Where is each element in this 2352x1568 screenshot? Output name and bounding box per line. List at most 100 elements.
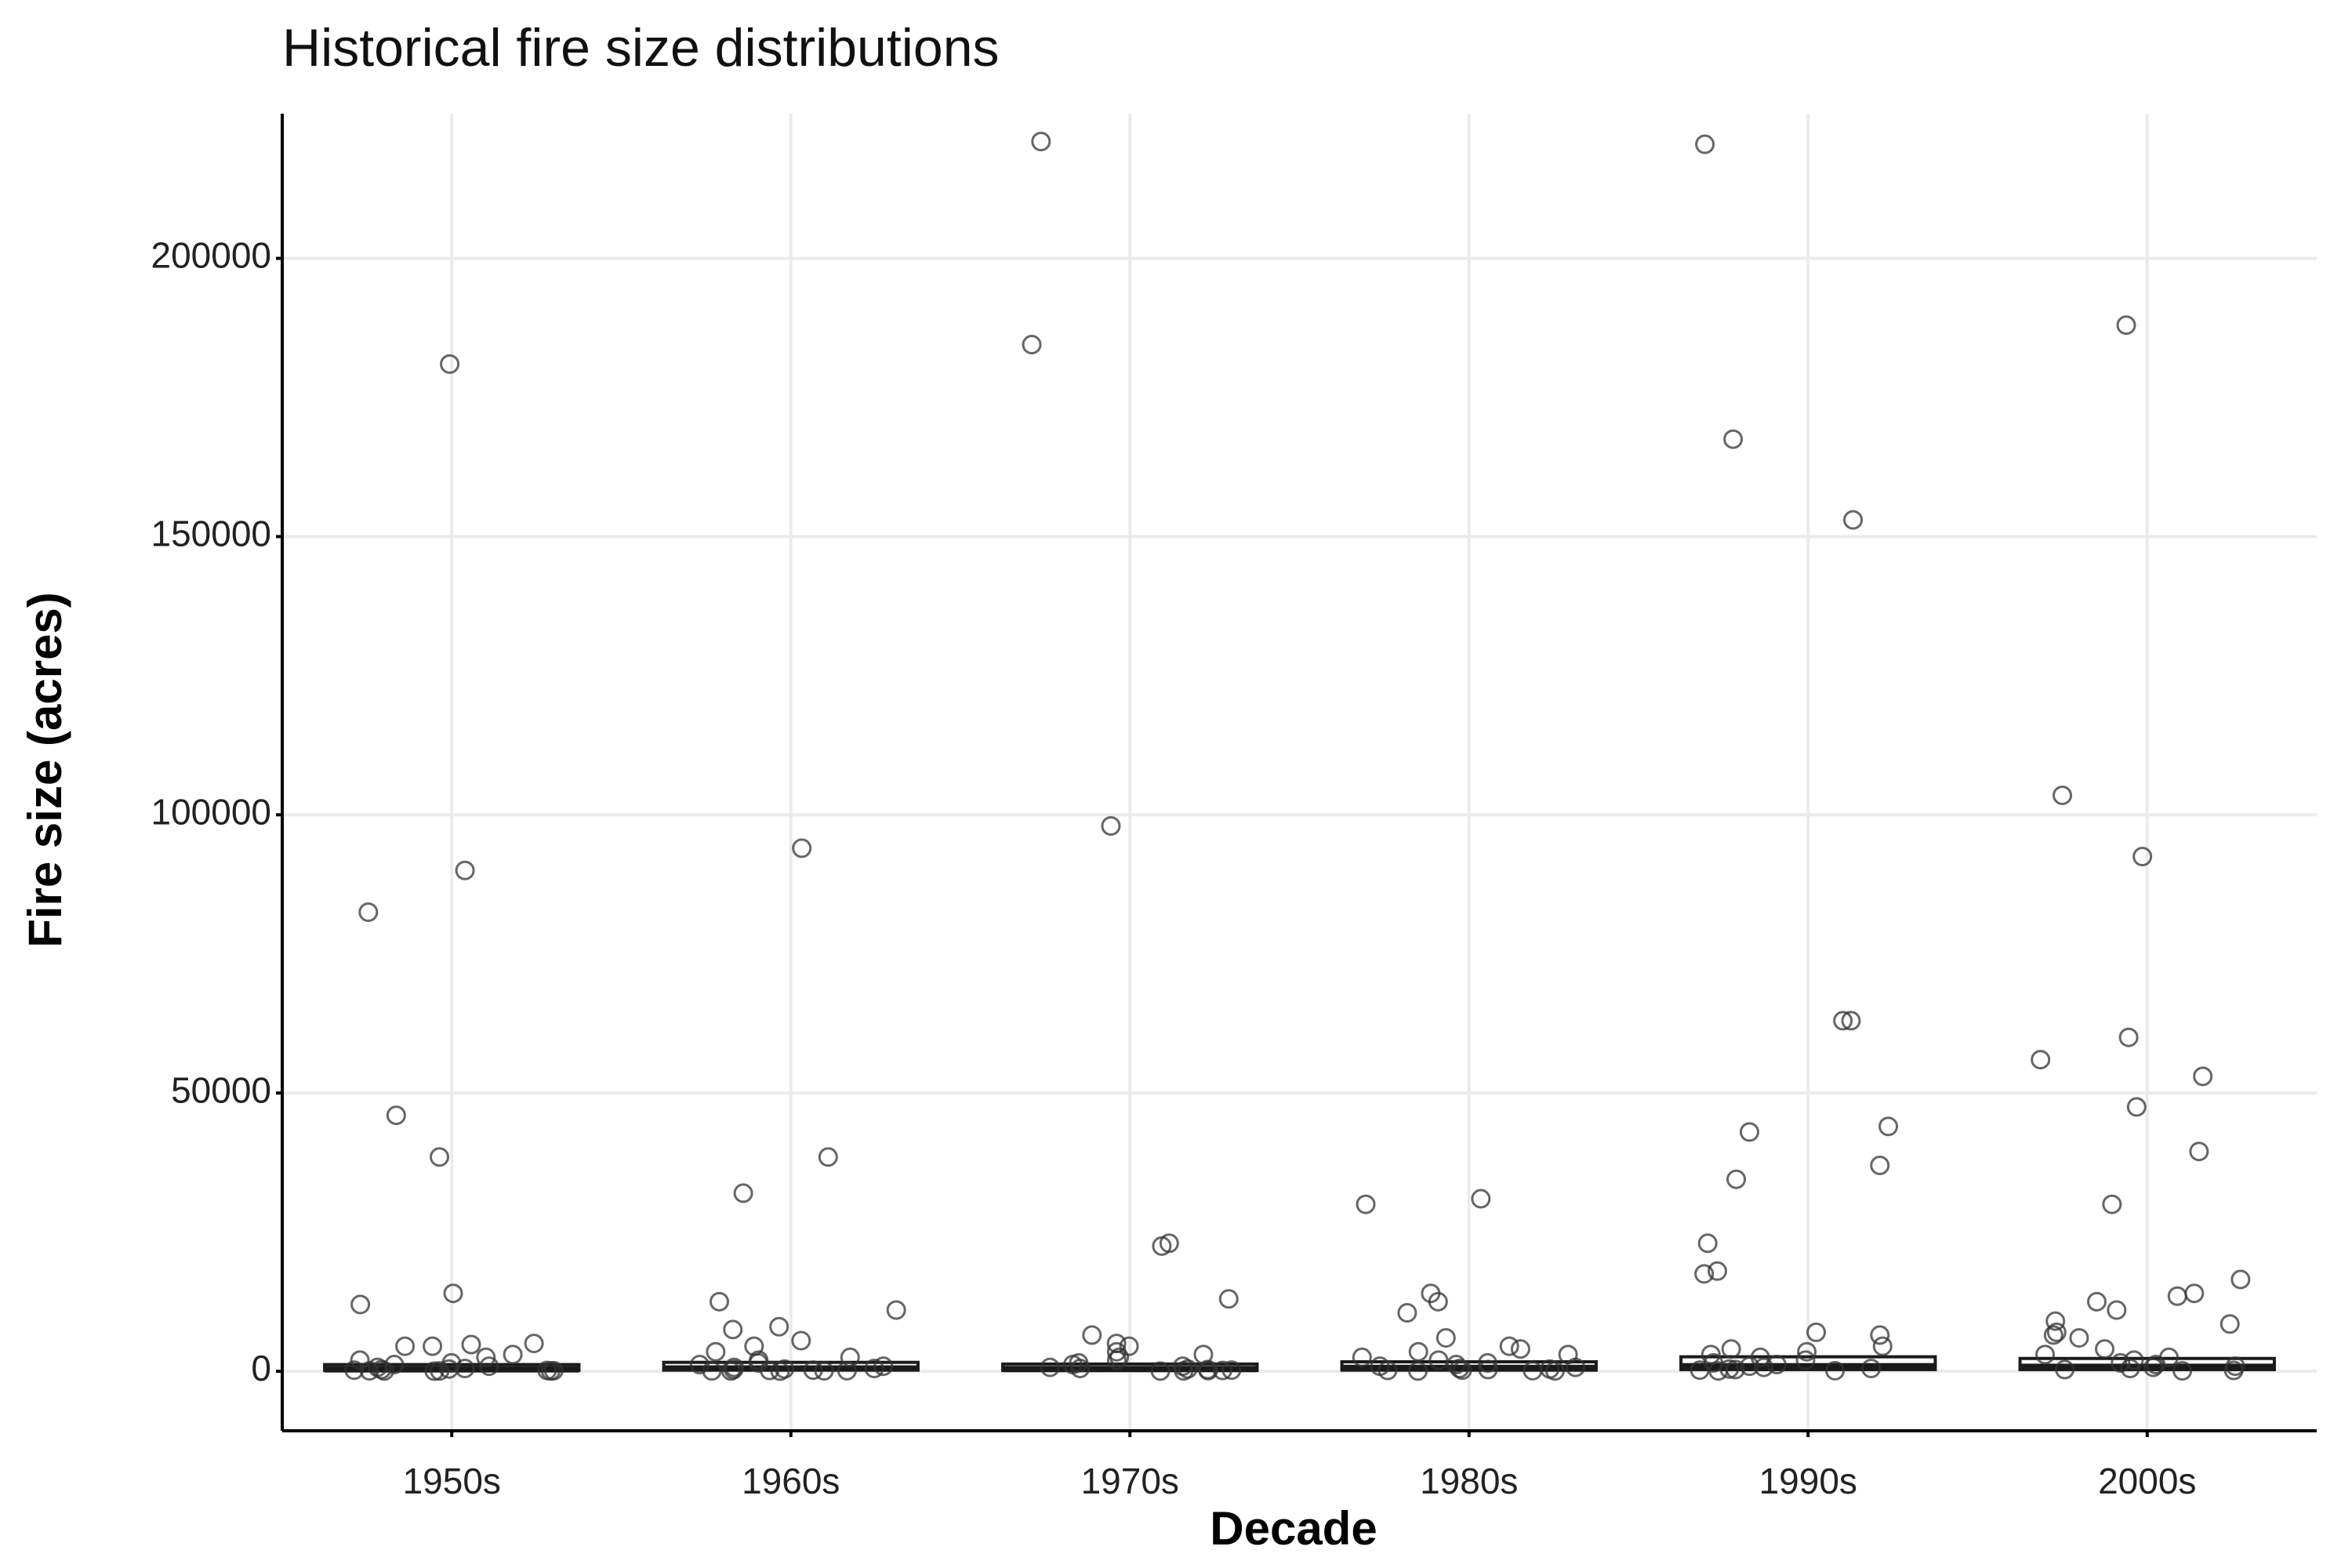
x-tick-label: 1950s xyxy=(403,1461,501,1501)
data-point xyxy=(1478,1359,1498,1380)
data-point xyxy=(1446,1355,1466,1375)
data-point xyxy=(386,1105,406,1126)
data-point xyxy=(461,1334,481,1355)
data-point xyxy=(2223,1360,2244,1381)
y-tick-label: 100000 xyxy=(151,791,272,832)
data-point xyxy=(2087,1291,2107,1312)
data-point xyxy=(1795,1350,1816,1370)
data-point xyxy=(443,1283,463,1304)
data-point xyxy=(864,1359,884,1379)
data-point xyxy=(1833,1011,1853,1031)
data-point xyxy=(2095,1339,2115,1359)
data-point xyxy=(1861,1359,1882,1379)
data-point xyxy=(769,1316,789,1337)
point-layer xyxy=(344,131,2251,1381)
data-point xyxy=(1477,1352,1497,1373)
data-point xyxy=(886,1300,906,1320)
y-tick-label: 150000 xyxy=(151,514,272,554)
data-point xyxy=(2111,1352,2131,1373)
data-point xyxy=(1499,1336,1519,1356)
data-point xyxy=(710,1291,730,1312)
data-point xyxy=(423,1336,443,1356)
data-point xyxy=(1825,1360,1846,1381)
data-point xyxy=(2031,1050,2051,1070)
data-point xyxy=(1739,1122,1759,1142)
grid-layer xyxy=(282,114,2317,1431)
data-point xyxy=(503,1345,523,1365)
data-point xyxy=(873,1356,894,1377)
data-point xyxy=(1726,1169,1747,1189)
data-point xyxy=(792,838,812,858)
data-point xyxy=(1106,1350,1127,1370)
y-axis-title: Fire size (acres) xyxy=(19,592,71,948)
data-point xyxy=(350,1294,371,1315)
data-point xyxy=(760,1360,780,1381)
data-point xyxy=(2132,847,2153,867)
data-point xyxy=(840,1347,860,1367)
data-point xyxy=(2172,1360,2193,1381)
box-layer xyxy=(323,1355,2276,1373)
data-point xyxy=(359,1360,379,1381)
data-point xyxy=(1428,1291,1448,1312)
data-point xyxy=(1719,1359,1740,1379)
chart-title: Historical fire size distributions xyxy=(282,18,1000,78)
data-point xyxy=(1040,1357,1060,1377)
data-point xyxy=(2189,1142,2209,1162)
data-point xyxy=(1700,1345,1721,1365)
data-point xyxy=(524,1334,544,1354)
data-point xyxy=(1150,1361,1171,1381)
data-point xyxy=(1721,1339,1741,1359)
data-point xyxy=(1452,1360,1472,1381)
data-point xyxy=(706,1341,726,1362)
data-point xyxy=(2055,1359,2075,1380)
data-point xyxy=(2146,1355,2166,1375)
data-point xyxy=(1397,1303,1417,1323)
data-point xyxy=(2116,315,2136,336)
data-point xyxy=(1694,1264,1715,1284)
data-point xyxy=(1707,1261,1727,1281)
data-point xyxy=(424,1361,445,1381)
data-point xyxy=(791,1330,811,1351)
data-point xyxy=(479,1356,499,1377)
data-point xyxy=(1221,1360,1242,1381)
data-point xyxy=(1174,1361,1194,1381)
data-point xyxy=(1723,429,1744,449)
data-point xyxy=(2053,785,2073,805)
data-point xyxy=(1872,1336,1893,1356)
data-point xyxy=(1377,1360,1398,1381)
data-point xyxy=(2043,1325,2063,1345)
data-point xyxy=(1218,1289,1239,1309)
data-point xyxy=(2045,1311,2066,1331)
x-axis-title: Decade xyxy=(1210,1502,1377,1555)
data-point xyxy=(344,1360,365,1381)
data-point xyxy=(1878,1116,1899,1137)
data-point xyxy=(1870,1155,1890,1175)
x-tick-label: 1960s xyxy=(742,1461,840,1501)
data-point xyxy=(689,1355,710,1375)
data-point xyxy=(1198,1360,1218,1381)
data-point xyxy=(2220,1314,2240,1334)
data-point xyxy=(1841,1011,1861,1031)
data-point xyxy=(430,1361,450,1381)
data-point xyxy=(770,1361,790,1381)
axis-layer: 0 50000 100000 150000 200000 1950s 1960s 1970s 1… xyxy=(151,114,2317,1501)
data-point xyxy=(1436,1327,1456,1348)
data-point xyxy=(2184,1283,2205,1304)
data-point xyxy=(818,1147,838,1167)
data-point xyxy=(1082,1325,1102,1345)
data-point xyxy=(814,1360,834,1381)
data-point xyxy=(1109,1347,1130,1367)
data-point xyxy=(1544,1361,1565,1381)
data-point xyxy=(2193,1066,2213,1087)
data-point xyxy=(1022,335,1042,355)
data-point xyxy=(702,1361,722,1381)
data-point xyxy=(439,1359,459,1379)
data-point xyxy=(723,1319,743,1340)
data-point xyxy=(2120,1359,2140,1379)
data-point xyxy=(1070,1359,1091,1379)
data-point xyxy=(1566,1357,1586,1377)
x-tick-label: 2000s xyxy=(2098,1461,2196,1501)
data-point xyxy=(2143,1357,2164,1377)
data-point xyxy=(430,1147,450,1167)
